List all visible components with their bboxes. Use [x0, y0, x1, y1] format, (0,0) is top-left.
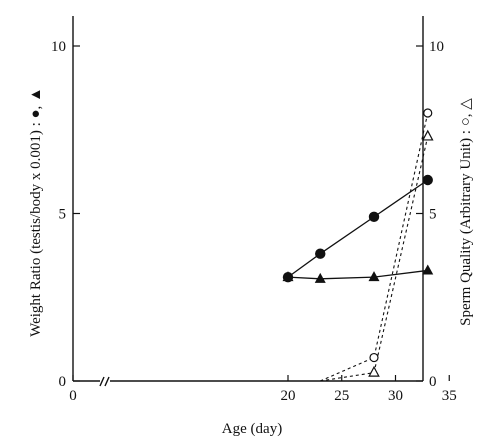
data-point-open-triangle — [368, 365, 380, 377]
x-tick-label: 30 — [388, 388, 403, 404]
data-point-open-circle — [369, 352, 379, 363]
x-tick-label: 20 — [281, 388, 296, 404]
data-point-filled-circle — [368, 211, 380, 223]
y-axis-title-left: Weight Ratio (testis/body x 0.001) : ●, … — [28, 87, 44, 337]
series-line-3 — [320, 136, 429, 382]
y-right-tick-label: 5 — [429, 207, 437, 223]
series-line-1 — [287, 269, 428, 280]
data-point-filled-triangle — [282, 271, 294, 282]
series-layer — [287, 112, 429, 382]
y-right-tick-label: 10 — [429, 39, 444, 55]
y-left-tick-label: 10 — [51, 39, 66, 55]
x-tick-label: 0 — [69, 388, 77, 404]
y-left-tick-label: 0 — [59, 374, 67, 390]
series-line-0 — [287, 179, 429, 278]
data-point-open-circle — [423, 108, 433, 118]
x-tick-label: 35 — [442, 388, 457, 404]
data-point-open-triangle — [421, 129, 434, 141]
x-axis-title: Age (day) — [222, 421, 282, 437]
x-tick-label: 25 — [334, 388, 349, 404]
data-point-filled-triangle — [314, 272, 326, 283]
series-line-2 — [320, 112, 429, 382]
y-right-tick-label: 0 — [429, 374, 437, 390]
marker-layer — [282, 108, 434, 377]
data-point-filled-circle — [315, 248, 326, 259]
data-point-filled-circle — [422, 174, 433, 186]
y-axis-title-right: Sperm Quality (Arbitrary Unit) : ○, △ — [458, 98, 474, 326]
y-left-tick-label: 5 — [59, 207, 67, 223]
axes: 0 20 25 30 35 0 5 10 0 5 10 — [51, 16, 457, 404]
x-axis-break-mark — [99, 376, 110, 387]
data-point-filled-triangle — [368, 271, 380, 282]
data-point-filled-triangle — [422, 264, 434, 275]
